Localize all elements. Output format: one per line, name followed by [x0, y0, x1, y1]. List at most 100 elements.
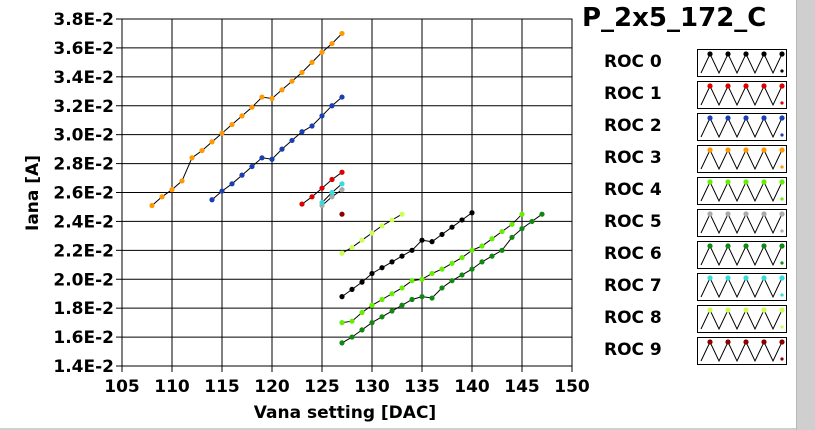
data-point-roc-8-6 — [399, 211, 405, 217]
data-point-roc-3-3 — [179, 178, 185, 184]
data-point-roc-3-4 — [189, 155, 195, 161]
legend-swatch — [697, 49, 787, 77]
legend-entry-roc-4: ROC 4 — [596, 174, 796, 206]
data-point-roc-1-1 — [309, 194, 315, 200]
data-point-roc-6-3 — [369, 320, 375, 326]
data-point-roc-3-1 — [159, 194, 165, 200]
data-point-roc-2-3 — [239, 172, 245, 178]
data-point-roc-3-13 — [279, 87, 285, 93]
data-point-roc-2-2 — [229, 181, 235, 187]
data-point-roc-3-10 — [249, 104, 255, 110]
data-point-roc-8-2 — [359, 237, 365, 243]
legend-label: ROC 0 — [604, 52, 662, 72]
data-point-roc-4-2 — [359, 309, 365, 316]
legend-entry-roc-9: ROC 9 — [596, 334, 796, 366]
legend-label: ROC 4 — [604, 180, 662, 200]
data-point-roc-4-15 — [489, 236, 495, 242]
x-tick-label-2: 115 — [204, 377, 240, 397]
data-point-roc-4-11 — [449, 260, 455, 266]
data-point-roc-1-4 — [339, 169, 345, 175]
data-point-roc-3-9 — [239, 113, 245, 119]
data-point-roc-2-4 — [249, 163, 255, 170]
data-point-roc-0-1 — [349, 286, 355, 292]
data-point-roc-1-2 — [319, 185, 325, 191]
data-point-roc-3-6 — [209, 139, 215, 145]
data-point-roc-6-18 — [519, 226, 525, 232]
legend-label: ROC 3 — [604, 148, 662, 168]
data-point-roc-0-8 — [419, 237, 425, 243]
legend-swatch — [697, 113, 787, 141]
data-point-roc-7-0 — [319, 200, 325, 206]
data-point-roc-4-4 — [379, 296, 385, 303]
data-point-roc-4-3 — [369, 302, 375, 308]
data-point-roc-0-4 — [379, 265, 385, 271]
legend-entry-roc-3: ROC 3 — [596, 142, 796, 174]
data-point-roc-3-14 — [289, 78, 295, 84]
legend-entry-roc-7: ROC 7 — [596, 270, 796, 302]
legend-swatch — [697, 241, 787, 269]
data-point-roc-6-8 — [419, 294, 425, 300]
data-point-roc-1-0 — [299, 201, 305, 207]
data-point-roc-2-0 — [209, 197, 215, 203]
data-point-roc-6-15 — [489, 253, 495, 259]
legend-entry-roc-1: ROC 1 — [596, 78, 796, 110]
y-tick-label-1: 1.6E-2 — [53, 328, 114, 348]
x-tick-label-9: 150 — [554, 377, 590, 397]
series-lines — [151, 33, 543, 344]
data-point-roc-4-10 — [439, 266, 445, 272]
data-point-roc-6-16 — [499, 247, 505, 253]
data-point-roc-3-15 — [299, 69, 305, 76]
y-tick-label-12: 3.8E-2 — [53, 10, 114, 30]
legend-label: ROC 6 — [604, 244, 662, 264]
data-point-roc-2-1 — [219, 188, 225, 194]
data-point-roc-4-5 — [389, 291, 395, 297]
window-side-strip — [796, 0, 815, 430]
x-tick-label-7: 140 — [454, 377, 490, 397]
series-line-roc-4 — [341, 213, 523, 324]
x-tick-label-0: 105 — [104, 377, 140, 397]
data-point-roc-6-17 — [509, 234, 515, 240]
legend-entry-roc-0: ROC 0 — [596, 46, 796, 78]
data-point-roc-2-5 — [259, 155, 265, 161]
legend-label: ROC 7 — [604, 276, 662, 296]
legend-label: ROC 2 — [604, 116, 662, 136]
data-point-roc-0-11 — [449, 224, 455, 230]
data-point-roc-7-1 — [329, 189, 335, 196]
series-points — [149, 30, 545, 346]
legend-label: ROC 5 — [604, 212, 662, 232]
data-point-roc-5-1 — [329, 194, 335, 200]
data-point-roc-8-3 — [369, 230, 375, 236]
data-point-roc-0-7 — [409, 247, 415, 253]
chart-title: P_2x5_172_C — [582, 3, 767, 33]
legend-label: ROC 8 — [604, 308, 662, 328]
y-axis-label: Iana [A] — [23, 155, 43, 231]
legend-swatch — [697, 145, 787, 173]
data-point-roc-2-9 — [299, 129, 305, 135]
data-point-roc-6-12 — [459, 272, 465, 278]
data-point-roc-0-6 — [399, 253, 405, 259]
x-axis-label: Vana setting [DAC] — [254, 403, 436, 423]
data-point-roc-0-12 — [459, 217, 465, 223]
x-tick-label-4: 125 — [304, 377, 340, 397]
data-point-roc-3-7 — [219, 130, 225, 136]
data-point-roc-2-7 — [279, 146, 285, 152]
y-tick-label-11: 3.6E-2 — [53, 39, 114, 59]
data-point-roc-6-7 — [409, 296, 415, 303]
data-point-roc-4-7 — [409, 278, 415, 284]
y-tick-label-0: 1.4E-2 — [53, 357, 114, 377]
data-point-roc-6-11 — [449, 278, 455, 284]
data-point-roc-3-17 — [319, 49, 325, 55]
data-point-roc-2-12 — [329, 103, 335, 109]
y-tick-label-4: 2.2E-2 — [53, 241, 114, 261]
legend-label: ROC 9 — [604, 340, 662, 360]
data-point-roc-4-12 — [459, 254, 465, 261]
data-point-roc-4-18 — [519, 211, 525, 217]
data-point-roc-2-10 — [309, 123, 315, 129]
legend-swatch — [697, 177, 787, 205]
legend-entry-roc-6: ROC 6 — [596, 238, 796, 270]
data-point-roc-3-8 — [229, 121, 235, 128]
legend-label: ROC 1 — [604, 84, 662, 104]
data-point-roc-3-19 — [339, 30, 345, 37]
data-point-roc-2-8 — [289, 137, 295, 144]
data-point-roc-5-2 — [339, 187, 345, 193]
